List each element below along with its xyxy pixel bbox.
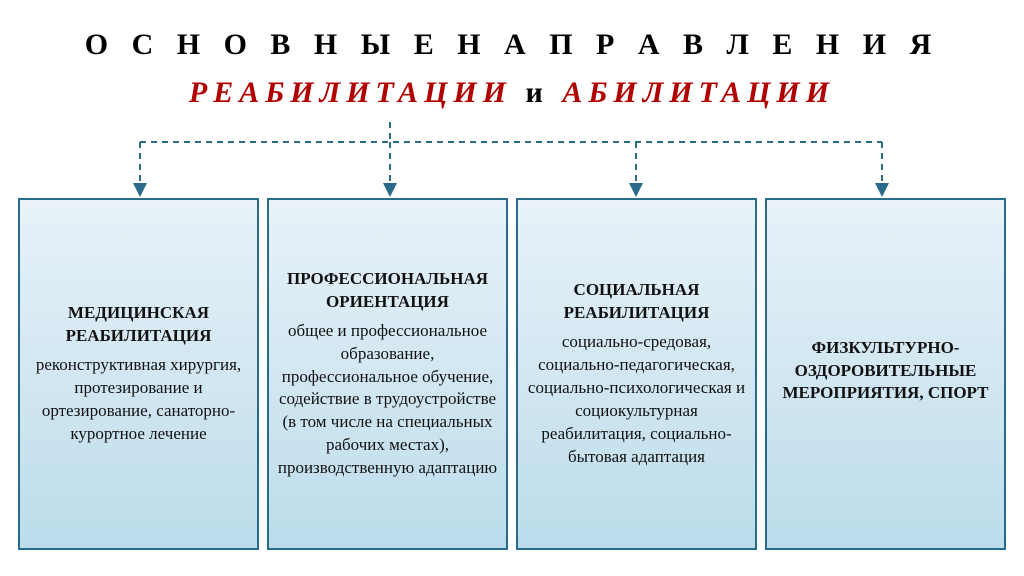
title-and: и — [512, 76, 562, 109]
box-medical: МЕДИЦИНСКАЯ РЕАБИЛИТАЦИЯ реконструктивна… — [18, 198, 259, 550]
title-block: О С Н О В Н Ы Е Н А П Р А В Л Е Н И Я РЕ… — [0, 0, 1024, 110]
title-rehab: РЕАБИЛИТАЦИИ — [189, 76, 512, 109]
box-title: ФИЗКУЛЬТУРНО-ОЗДОРОВИТЕЛЬНЫЕ МЕРОПРИЯТИЯ… — [775, 337, 996, 406]
box-body: социально-средовая, социально-педагогиче… — [526, 331, 747, 469]
title-line2: РЕАБИЛИТАЦИИ и АБИЛИТАЦИИ — [0, 76, 1024, 110]
box-sport: ФИЗКУЛЬТУРНО-ОЗДОРОВИТЕЛЬНЫЕ МЕРОПРИЯТИЯ… — [765, 198, 1006, 550]
box-title: СОЦИАЛЬНАЯ РЕАБИЛИТАЦИЯ — [526, 279, 747, 325]
box-body: реконструктивная хирургия, протезировани… — [28, 354, 249, 446]
box-title: ПРОФЕССИОНАЛЬНАЯ ОРИЕНТАЦИЯ — [277, 268, 498, 314]
title-line1: О С Н О В Н Ы Е Н А П Р А В Л Е Н И Я — [0, 28, 1024, 62]
connector-svg — [0, 122, 1024, 202]
box-professional: ПРОФЕССИОНАЛЬНАЯ ОРИЕНТАЦИЯ общее и проф… — [267, 198, 508, 550]
box-title: МЕДИЦИНСКАЯ РЕАБИЛИТАЦИЯ — [28, 302, 249, 348]
box-body: общее и профессиональное образование, пр… — [277, 320, 498, 481]
box-social: СОЦИАЛЬНАЯ РЕАБИЛИТАЦИЯ социально-средов… — [516, 198, 757, 550]
title-abil: АБИЛИТАЦИИ — [562, 76, 835, 109]
boxes-row: МЕДИЦИНСКАЯ РЕАБИЛИТАЦИЯ реконструктивна… — [18, 198, 1006, 550]
